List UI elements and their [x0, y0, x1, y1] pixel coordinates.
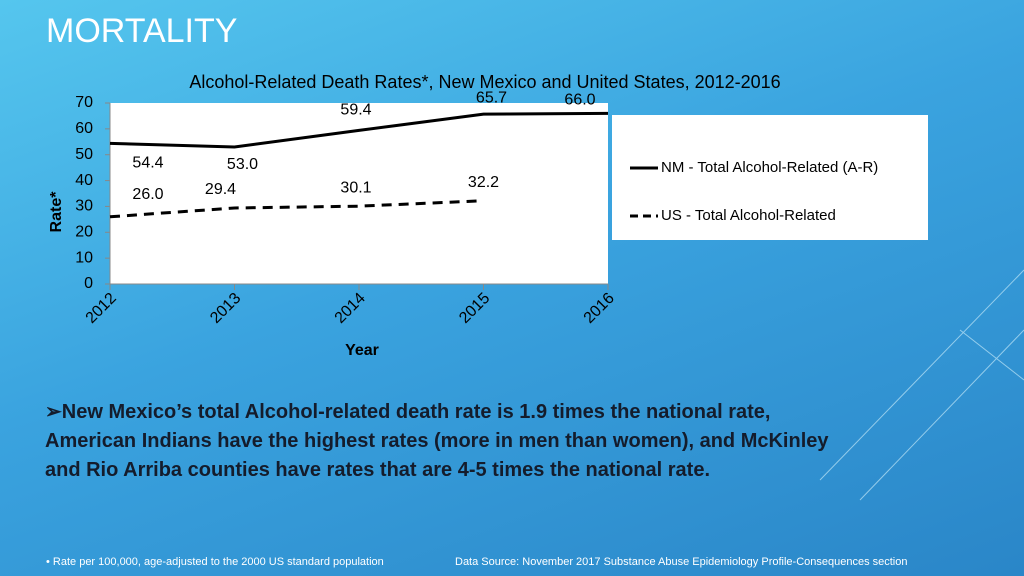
y-tick-label: 10 — [75, 249, 93, 266]
y-axis-label: Rate* — [48, 191, 65, 233]
decor — [819, 269, 1024, 501]
x-tick-label: 2015 — [456, 290, 493, 327]
data-label: 53.0 — [227, 156, 258, 173]
y-tick-label: 30 — [75, 198, 93, 215]
data-label: 26.0 — [132, 186, 163, 203]
bullet-text: ➢New Mexico’s total Alcohol-related deat… — [45, 401, 829, 481]
plot-area — [110, 103, 608, 284]
x-tick-label: 2014 — [332, 290, 369, 327]
data-label: 59.4 — [340, 102, 371, 119]
x-tick-label: 2012 — [83, 290, 120, 327]
data-label: 66.0 — [564, 92, 595, 109]
y-tick-label: 40 — [75, 172, 93, 189]
x-axis-label: Year — [345, 342, 379, 359]
data-label: 54.4 — [132, 155, 163, 172]
legend-box — [612, 115, 928, 240]
series-line — [109, 111, 609, 149]
y-tick-label: 60 — [75, 120, 93, 137]
slide-title: MORTALITY — [46, 12, 237, 50]
x-tick-label: 2013 — [207, 290, 244, 327]
y-tick-label: 50 — [75, 146, 93, 163]
y-tick-label: 70 — [75, 94, 93, 111]
series-line — [109, 199, 484, 219]
legend-label: US - Total Alcohol-Related — [661, 207, 836, 224]
legend-label: NM - Total Alcohol-Related (A-R) — [661, 159, 878, 176]
chart-title: Alcohol-Related Death Rates*, New Mexico… — [189, 72, 780, 92]
data-label: 32.2 — [468, 174, 499, 191]
y-tick-label: 0 — [84, 275, 93, 292]
source: Data Source: November 2017 Substance Abu… — [455, 556, 908, 568]
data-label: 30.1 — [340, 179, 371, 196]
x-tick-label: 2016 — [581, 290, 618, 327]
y-tick-label: 20 — [75, 224, 93, 241]
data-label: 29.4 — [205, 181, 236, 198]
footnote: • Rate per 100,000, age-adjusted to the … — [46, 556, 384, 568]
data-label: 65.7 — [476, 89, 507, 106]
